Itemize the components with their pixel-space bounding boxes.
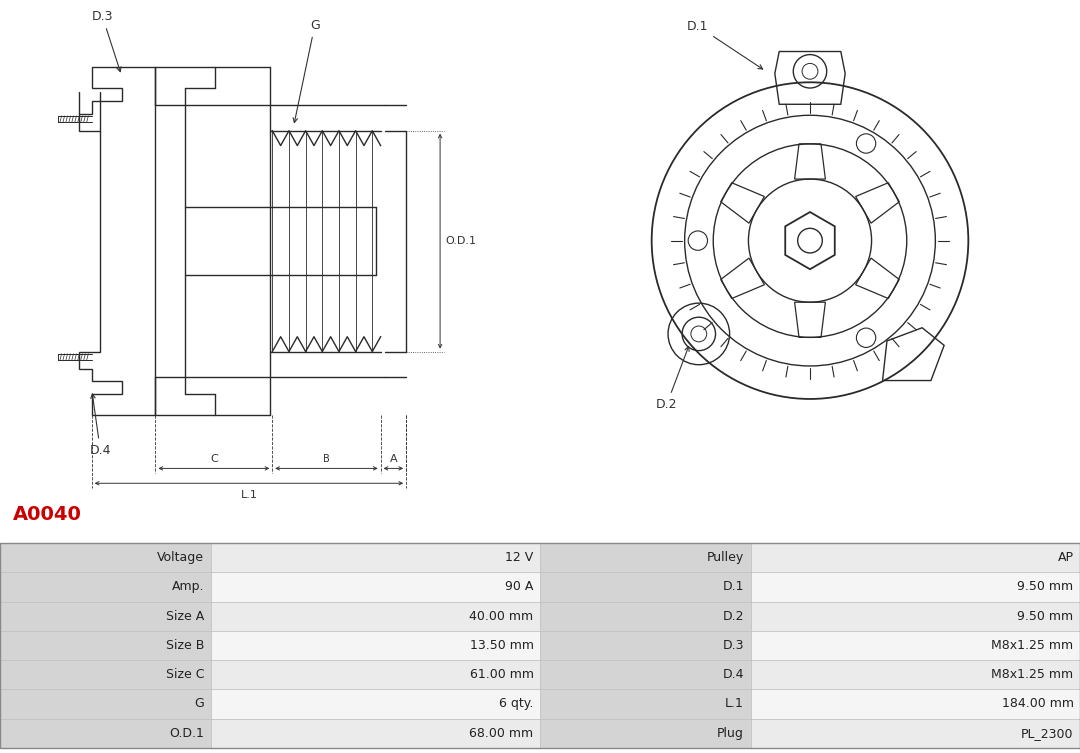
- Text: D.4: D.4: [90, 394, 111, 456]
- Bar: [540, 660, 751, 689]
- Text: D.3: D.3: [92, 11, 121, 72]
- Text: O.D.1: O.D.1: [170, 727, 204, 739]
- Bar: [211, 631, 540, 660]
- Text: C: C: [210, 454, 218, 464]
- Text: 9.50 mm: 9.50 mm: [1017, 581, 1074, 593]
- Bar: [0, 572, 211, 602]
- Bar: [0, 660, 211, 689]
- Text: M8x1.25 mm: M8x1.25 mm: [991, 668, 1074, 681]
- Text: D.2: D.2: [723, 610, 744, 623]
- Text: Plug: Plug: [717, 727, 744, 739]
- Text: Voltage: Voltage: [157, 551, 204, 564]
- Bar: [751, 602, 1080, 631]
- Bar: [751, 572, 1080, 602]
- Text: G: G: [293, 19, 320, 123]
- Text: A0040: A0040: [13, 505, 82, 523]
- Text: D.1: D.1: [687, 20, 762, 69]
- Bar: [751, 543, 1080, 572]
- Text: M8x1.25 mm: M8x1.25 mm: [991, 639, 1074, 652]
- Bar: [211, 660, 540, 689]
- Text: A: A: [390, 454, 397, 464]
- Text: Pulley: Pulley: [707, 551, 744, 564]
- Bar: [211, 718, 540, 748]
- Text: D.4: D.4: [723, 668, 744, 681]
- Text: G: G: [194, 697, 204, 711]
- Bar: [211, 689, 540, 718]
- Text: D.3: D.3: [723, 639, 744, 652]
- Text: O.D.1: O.D.1: [445, 236, 476, 246]
- Bar: [540, 631, 751, 660]
- Text: 61.00 mm: 61.00 mm: [470, 668, 534, 681]
- Text: 12 V: 12 V: [505, 551, 534, 564]
- Text: Size C: Size C: [165, 668, 204, 681]
- Text: 40.00 mm: 40.00 mm: [470, 610, 534, 623]
- Bar: [540, 718, 751, 748]
- Bar: [0, 602, 211, 631]
- Bar: [540, 602, 751, 631]
- Bar: [0, 689, 211, 718]
- Text: 90 A: 90 A: [505, 581, 534, 593]
- Text: D.2: D.2: [656, 346, 689, 410]
- Bar: [0, 631, 211, 660]
- Bar: [211, 572, 540, 602]
- Text: L.1: L.1: [726, 697, 744, 711]
- Text: AP: AP: [1057, 551, 1074, 564]
- Bar: [211, 602, 540, 631]
- Text: L.1: L.1: [241, 489, 257, 500]
- Bar: [0, 543, 211, 572]
- Bar: [0, 718, 211, 748]
- Text: D.1: D.1: [723, 581, 744, 593]
- Bar: [751, 718, 1080, 748]
- Text: Size A: Size A: [166, 610, 204, 623]
- Bar: [211, 543, 540, 572]
- Text: 9.50 mm: 9.50 mm: [1017, 610, 1074, 623]
- Bar: [540, 689, 751, 718]
- Bar: [751, 631, 1080, 660]
- Bar: [751, 689, 1080, 718]
- Text: 6 qty.: 6 qty.: [499, 697, 534, 711]
- Bar: [0, 543, 1080, 748]
- Bar: [540, 572, 751, 602]
- Bar: [751, 660, 1080, 689]
- Text: PL_2300: PL_2300: [1021, 727, 1074, 739]
- Text: B: B: [323, 454, 329, 464]
- Text: 184.00 mm: 184.00 mm: [1001, 697, 1074, 711]
- Text: 13.50 mm: 13.50 mm: [470, 639, 534, 652]
- Text: 68.00 mm: 68.00 mm: [470, 727, 534, 739]
- Bar: [540, 543, 751, 572]
- Text: Size B: Size B: [165, 639, 204, 652]
- Text: Amp.: Amp.: [172, 581, 204, 593]
